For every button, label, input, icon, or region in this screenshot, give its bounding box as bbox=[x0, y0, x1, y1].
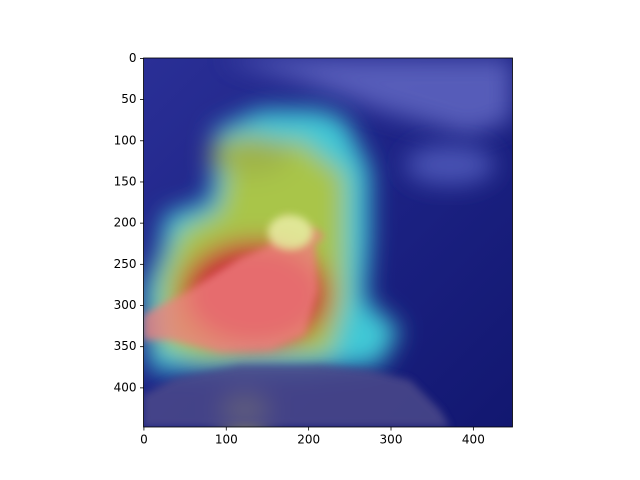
y-tick-label: 150 bbox=[114, 174, 137, 188]
y-tick-label: 350 bbox=[114, 339, 137, 353]
y-tick-label: 100 bbox=[114, 133, 137, 147]
x-tick-label: 100 bbox=[215, 433, 238, 447]
y-tick-label: 0 bbox=[129, 51, 137, 65]
x-tick-label: 0 bbox=[140, 433, 148, 447]
axes-frame bbox=[143, 57, 513, 428]
image bbox=[143, 58, 513, 427]
y-tick-label: 400 bbox=[114, 380, 137, 394]
x-tick-label: 300 bbox=[380, 433, 403, 447]
y-tick-label: 200 bbox=[114, 216, 137, 230]
x-tick-label: 400 bbox=[462, 433, 485, 447]
x-tick-label: 200 bbox=[297, 433, 320, 447]
y-tick-label: 250 bbox=[114, 257, 137, 271]
y-tick-label: 50 bbox=[121, 92, 136, 106]
y-tick-label: 300 bbox=[114, 298, 137, 312]
